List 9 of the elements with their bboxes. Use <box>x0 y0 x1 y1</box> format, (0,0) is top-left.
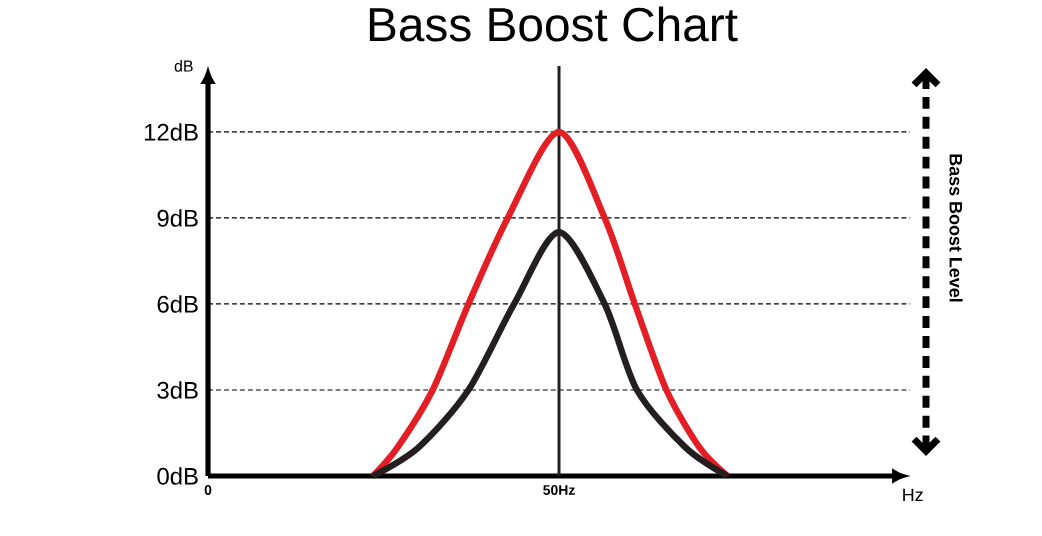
line-series <box>369 128 731 480</box>
y-tick-label: 0dB <box>157 467 198 485</box>
x-axis-title: Hz <box>903 488 923 502</box>
y-tick-label: 3dB <box>157 381 198 399</box>
y-tick-label: 12dB <box>144 123 198 141</box>
chart-title: Bass Boost Chart <box>369 6 738 42</box>
y-tick-label: 6dB <box>157 295 198 313</box>
text: Bass Boost Level <box>949 154 963 302</box>
y-tick-label: 9dB <box>157 209 198 227</box>
